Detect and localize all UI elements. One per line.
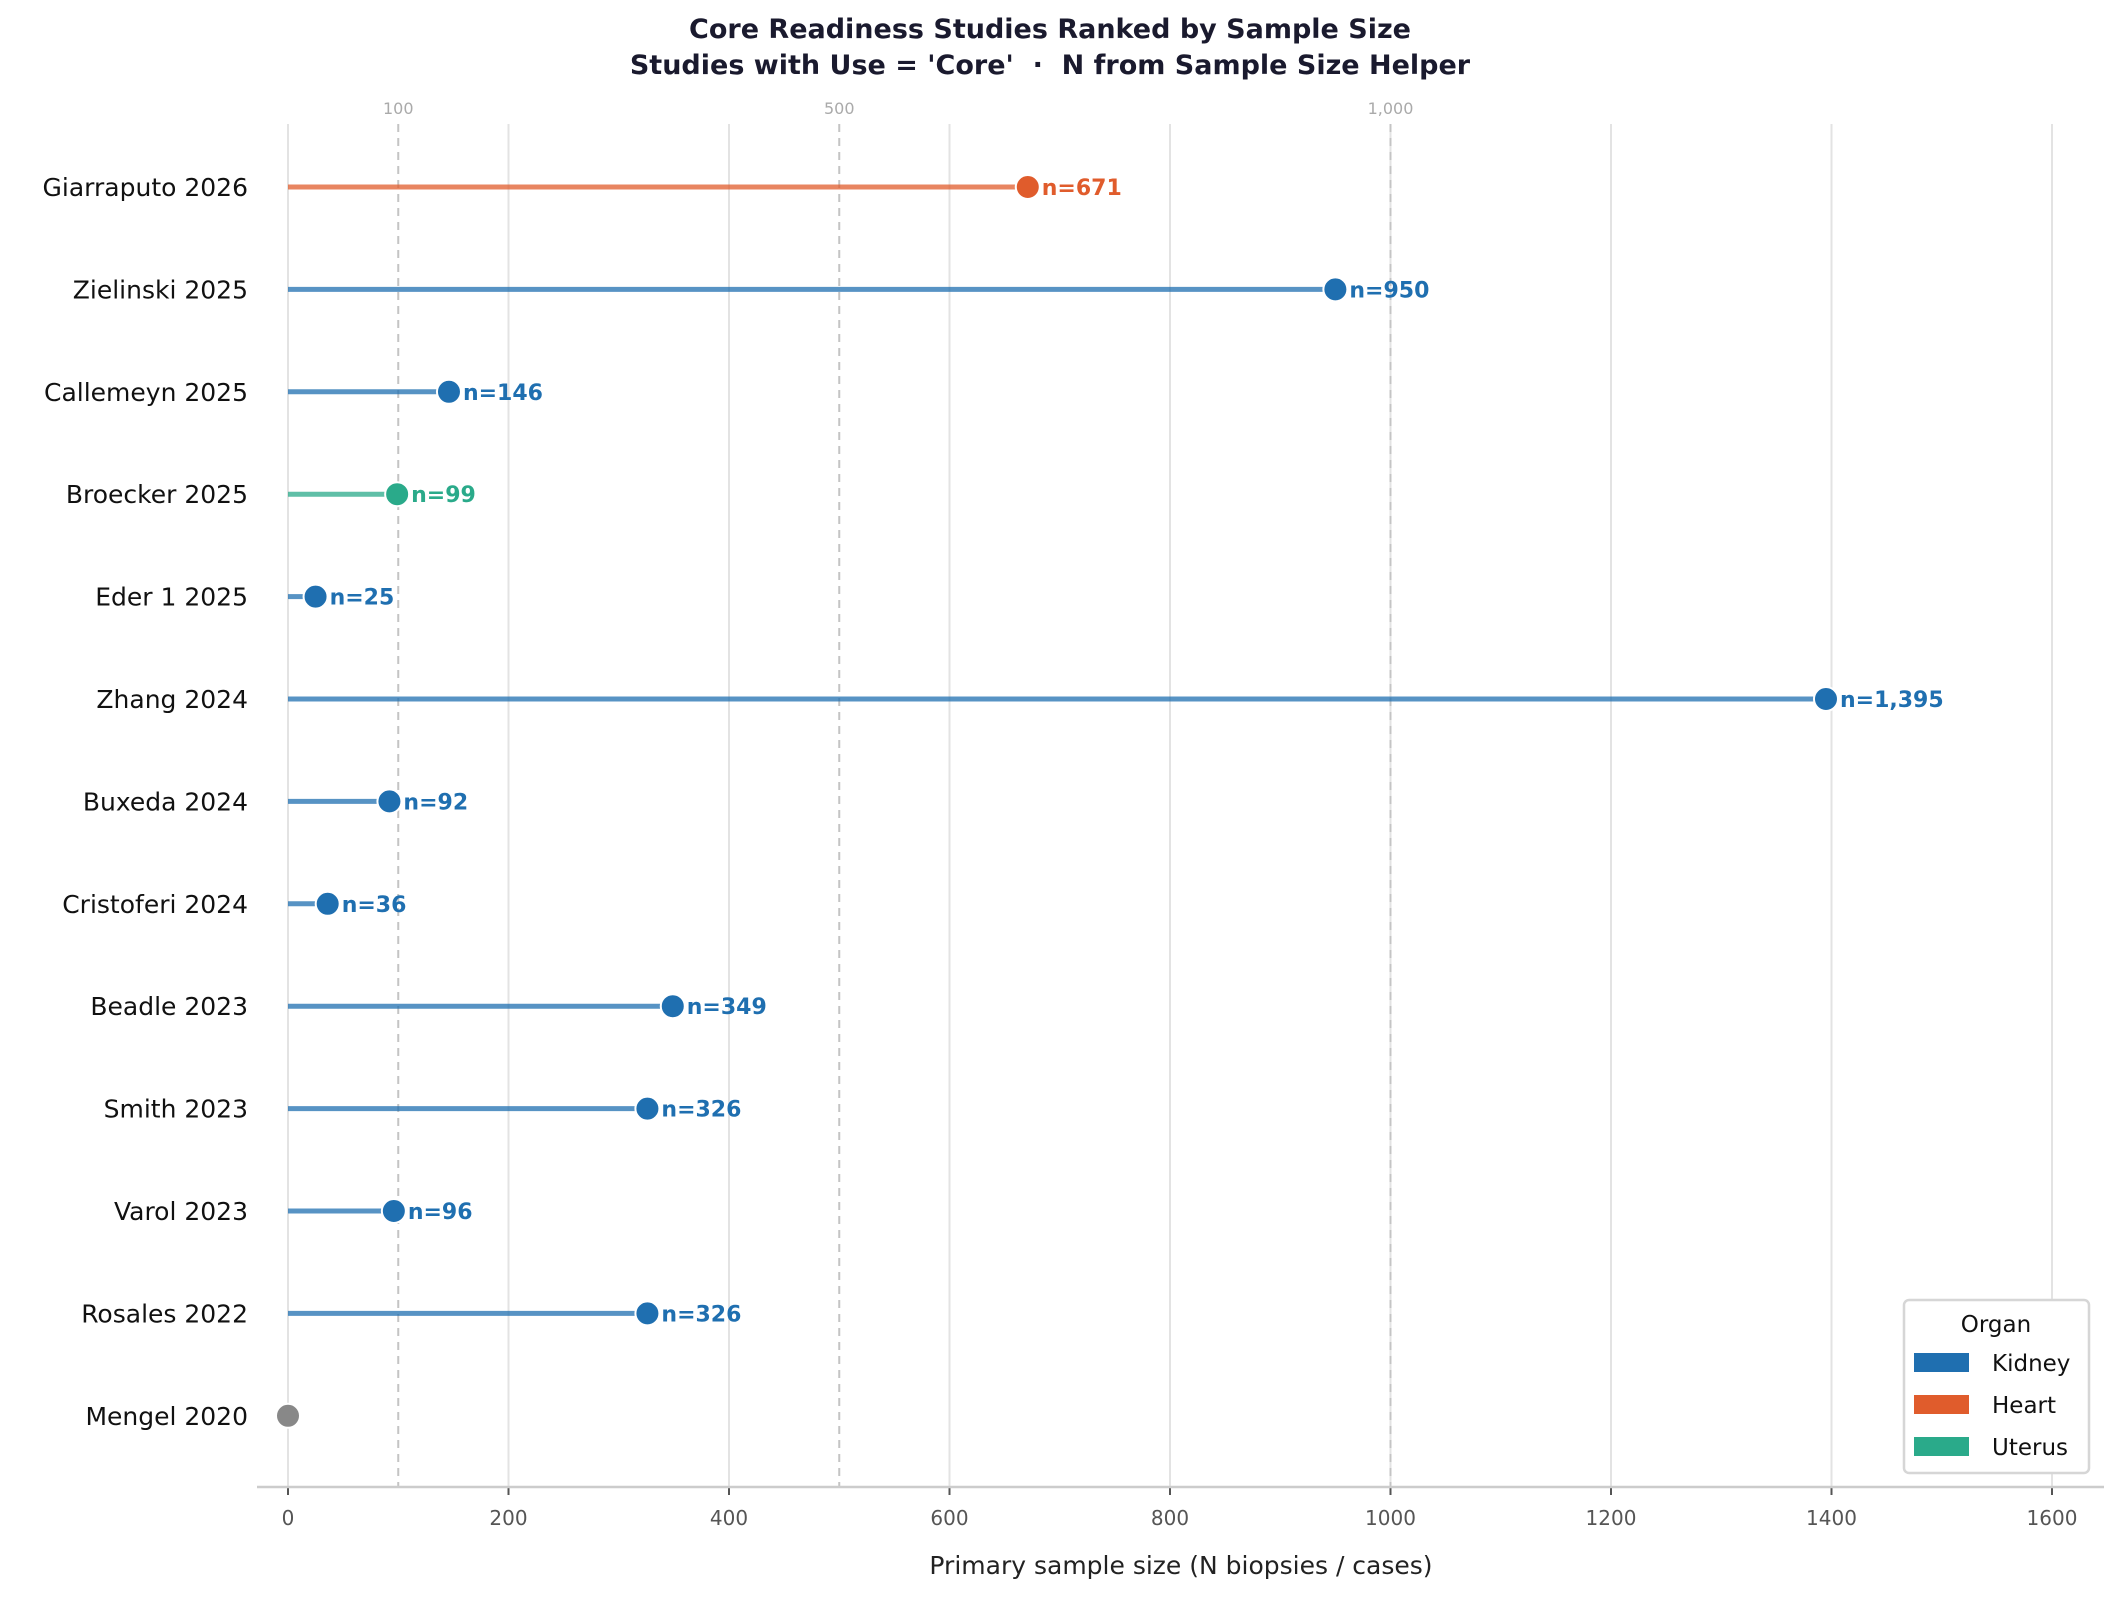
legend-title: Organ [1961,1312,2031,1338]
data-label: n=1,395 [1840,688,1944,713]
x-axis: 0 200 400 600 800 1000 1200 1400 1600 [257,1485,2104,1530]
data-label: n=671 [1042,176,1122,201]
data-label: n=99 [411,483,476,508]
study-row: Varol 2023 n=96 [114,1197,473,1226]
y-tick-label: Zielinski 2025 [73,275,248,304]
x-tick-label: 1400 [1806,1506,1857,1530]
reference-line-label: 100 [383,99,414,118]
legend-box [1902,1298,2091,1475]
x-tick-label: 1000 [1365,1506,1416,1530]
legend-swatch [1914,1353,1969,1372]
x-tick-label: 200 [489,1506,527,1530]
lollipop-dot [275,1402,301,1429]
study-row: Zielinski 2025 n=950 [73,275,1430,304]
y-tick-label: Buxeda 2024 [83,787,248,816]
lollipop-dot [634,1300,661,1327]
lollipop-dot [376,788,403,815]
grid [287,124,2053,1487]
y-tick-label: Cristoferi 2024 [62,890,248,919]
y-tick-label: Mengel 2020 [85,1402,248,1431]
x-tick-label: 0 [282,1506,295,1530]
y-tick-label: Beadle 2023 [90,992,248,1021]
study-row: Cristoferi 2024 n=36 [62,890,406,919]
chart-subtitle: Studies with Use = 'Core' · N from Sampl… [630,50,1471,81]
lollipop-dot [1812,686,1839,712]
data-label: n=146 [463,381,543,406]
data-label: n=36 [342,893,407,918]
data-label: n=950 [1349,278,1429,303]
study-row: Eder 1 2025 n=25 [95,583,394,612]
lollipop-dot [384,481,411,508]
reference-lines: 100 500 1,000 [383,99,1413,1487]
legend: Organ Kidney Heart Uterus [1902,1298,2091,1475]
x-tick-label: 800 [1151,1506,1189,1530]
data-label: n=349 [687,995,767,1020]
lollipop-dot [1014,174,1041,200]
x-tick-label: 400 [710,1506,748,1530]
lollipop-dot [302,583,329,610]
study-row: Zhang 2024 n=1,395 [96,685,1943,714]
y-tick-label: Rosales 2022 [81,1299,248,1328]
lollipop-dot [314,890,341,917]
y-tick-label: Smith 2023 [104,1095,248,1124]
reference-line-label: 1,000 [1368,99,1414,118]
y-tick-label: Varol 2023 [114,1197,248,1226]
legend-label: Kidney [1992,1351,2070,1377]
legend-swatch [1914,1395,1969,1414]
study-row: Mengel 2020 [85,1402,301,1431]
x-tick-label: 1200 [1586,1506,1637,1530]
data-label: n=92 [403,790,468,815]
study-row: Beadle 2023 n=349 [90,992,766,1021]
lollipops: Giarraputo 2026 n=671 Zielinski 2025 n=950 C… [43,173,1944,1431]
lollipop-dot [380,1198,407,1224]
data-label: n=326 [661,1098,741,1123]
y-tick-label: Eder 1 2025 [95,583,248,612]
lollipop-dot [435,378,462,405]
study-row: Broecker 2025 n=99 [66,480,476,509]
legend-swatch [1914,1437,1969,1456]
lollipop-dot [1322,276,1349,303]
study-row: Giarraputo 2026 n=671 [43,173,1122,202]
reference-line-label: 500 [824,99,855,118]
lollipop-dot [659,993,686,1020]
study-row: Smith 2023 n=326 [104,1095,742,1124]
y-tick-label: Giarraputo 2026 [43,173,248,202]
y-tick-label: Zhang 2024 [96,685,248,714]
x-tick-label: 1600 [2027,1506,2078,1530]
data-label: n=25 [330,586,395,611]
data-label: n=326 [661,1302,741,1327]
y-tick-label: Callemeyn 2025 [44,378,248,407]
data-label: n=96 [408,1200,473,1225]
legend-label: Heart [1992,1393,2056,1419]
lollipop-dot [634,1095,661,1122]
x-tick-label: 600 [930,1506,968,1530]
y-tick-label: Broecker 2025 [66,480,248,509]
chart-title: Core Readiness Studies Ranked by Sample … [689,14,1411,45]
x-axis-label: Primary sample size (N biopsies / cases) [929,1551,1432,1580]
study-row: Buxeda 2024 n=92 [83,787,468,816]
legend-label: Uterus [1992,1435,2068,1461]
study-row: Rosales 2022 n=326 [81,1299,741,1328]
study-row: Callemeyn 2025 n=146 [44,378,543,407]
